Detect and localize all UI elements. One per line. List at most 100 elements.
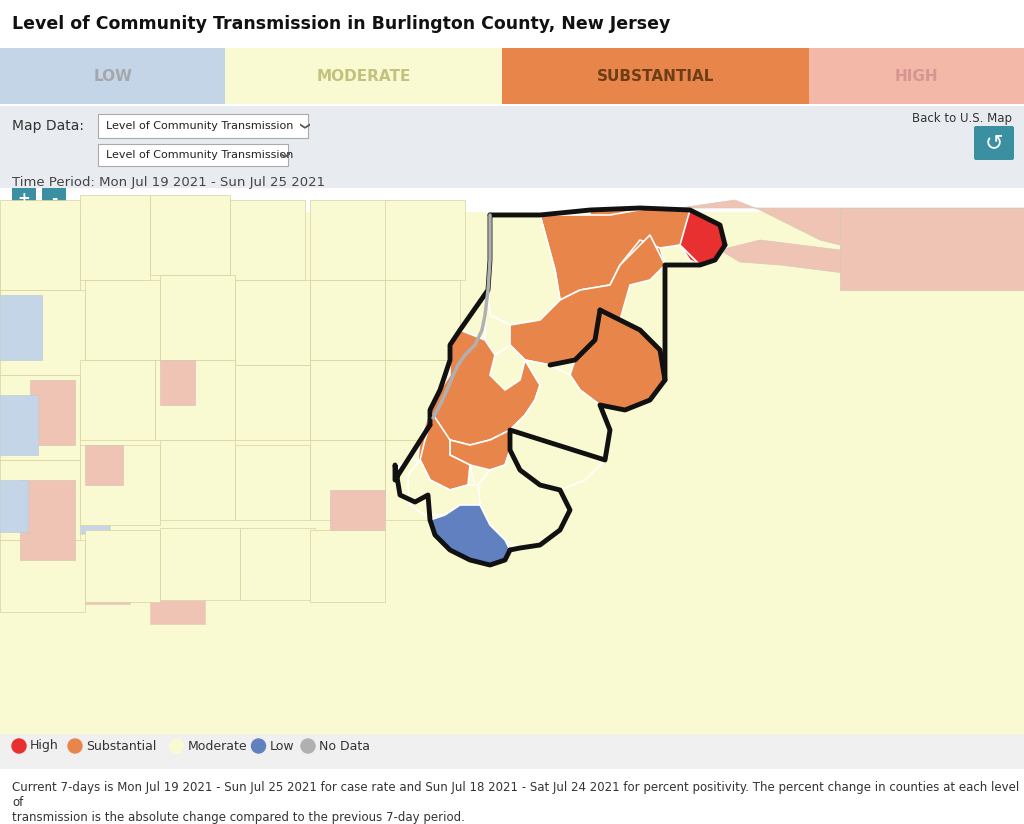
- Polygon shape: [478, 450, 570, 548]
- Bar: [0, 200, 80, 290]
- Bar: [0, 295, 42, 360]
- Bar: [80, 360, 155, 440]
- Polygon shape: [450, 430, 510, 470]
- Text: Low: Low: [269, 739, 294, 752]
- Bar: [20, 480, 75, 560]
- Polygon shape: [450, 430, 510, 470]
- Bar: [85, 445, 123, 485]
- Polygon shape: [680, 215, 725, 265]
- Bar: [234, 445, 310, 520]
- Polygon shape: [430, 505, 510, 565]
- Bar: [0, 212, 1024, 734]
- Bar: [310, 440, 385, 520]
- Bar: [809, 48, 1024, 104]
- Bar: [0, 0, 1024, 48]
- Text: High: High: [30, 739, 58, 752]
- Bar: [0, 540, 85, 612]
- Polygon shape: [485, 290, 510, 355]
- Bar: [150, 195, 230, 275]
- Text: Level of Community Transmission: Level of Community Transmission: [106, 121, 293, 131]
- Bar: [150, 584, 205, 624]
- Bar: [12, 188, 36, 208]
- Circle shape: [301, 739, 315, 753]
- Polygon shape: [450, 290, 495, 385]
- Bar: [270, 454, 315, 504]
- Bar: [385, 360, 460, 440]
- Text: SUBSTANTIAL: SUBSTANTIAL: [597, 68, 714, 83]
- Bar: [160, 440, 234, 520]
- Polygon shape: [680, 210, 725, 265]
- Polygon shape: [510, 290, 600, 365]
- Bar: [310, 280, 385, 360]
- Bar: [160, 275, 234, 360]
- Bar: [290, 534, 335, 584]
- Polygon shape: [475, 340, 525, 395]
- Polygon shape: [490, 208, 725, 300]
- Bar: [234, 365, 310, 440]
- Text: No Data: No Data: [319, 739, 370, 752]
- Bar: [225, 48, 502, 104]
- Polygon shape: [430, 505, 510, 565]
- Bar: [200, 529, 260, 574]
- Text: ↺: ↺: [985, 133, 1004, 153]
- Bar: [310, 530, 385, 602]
- Bar: [80, 195, 150, 280]
- Text: Moderate: Moderate: [187, 739, 247, 752]
- Text: HIGH: HIGH: [895, 68, 938, 83]
- Bar: [0, 0, 1024, 34]
- Polygon shape: [420, 410, 470, 490]
- Bar: [385, 440, 460, 520]
- Text: MODERATE: MODERATE: [316, 68, 411, 83]
- Polygon shape: [570, 310, 665, 410]
- Bar: [160, 360, 195, 405]
- Polygon shape: [430, 330, 540, 445]
- Polygon shape: [418, 410, 470, 490]
- Bar: [85, 530, 160, 602]
- Bar: [385, 200, 465, 280]
- Polygon shape: [485, 290, 510, 355]
- Text: Back to U.S. Map: Back to U.S. Map: [912, 111, 1012, 124]
- Polygon shape: [510, 235, 665, 365]
- Polygon shape: [490, 215, 560, 275]
- Bar: [20, 264, 75, 344]
- Polygon shape: [395, 460, 430, 502]
- Text: Level of Community Transmission: Level of Community Transmission: [106, 150, 293, 160]
- Bar: [98, 114, 308, 138]
- Polygon shape: [680, 200, 1024, 245]
- Bar: [840, 208, 1024, 290]
- Text: LOW: LOW: [93, 68, 132, 83]
- Bar: [160, 528, 240, 600]
- Bar: [0, 375, 80, 460]
- Text: Time Period: Mon Jul 19 2021 - Sun Jul 25 2021: Time Period: Mon Jul 19 2021 - Sun Jul 2…: [12, 176, 326, 189]
- Text: -: -: [51, 190, 57, 205]
- Bar: [0, 395, 38, 455]
- Bar: [0, 212, 1024, 734]
- Bar: [30, 380, 75, 445]
- Text: +: +: [17, 190, 31, 205]
- Polygon shape: [478, 450, 570, 548]
- Polygon shape: [510, 360, 610, 490]
- Bar: [385, 280, 460, 360]
- Polygon shape: [540, 210, 615, 255]
- Polygon shape: [488, 215, 560, 325]
- Bar: [0, 48, 225, 104]
- Circle shape: [12, 739, 26, 753]
- Bar: [330, 490, 385, 530]
- FancyBboxPatch shape: [974, 126, 1014, 160]
- Bar: [234, 280, 310, 365]
- Text: Level of Community Transmission in Burlington County, New Jersey: Level of Community Transmission in Burli…: [12, 15, 671, 33]
- Polygon shape: [408, 460, 480, 515]
- Bar: [240, 528, 315, 600]
- Polygon shape: [615, 235, 665, 285]
- Text: ❯: ❯: [298, 122, 308, 130]
- Text: Current 7-days is Mon Jul 19 2021 - Sun Jul 25 2021 for case rate and Sun Jul 18: Current 7-days is Mon Jul 19 2021 - Sun …: [12, 781, 1019, 824]
- Bar: [0, 480, 28, 532]
- Polygon shape: [395, 460, 430, 502]
- Circle shape: [68, 739, 82, 753]
- Bar: [502, 48, 809, 104]
- Text: Level of Community Transmission in Burlington County, New Jersey: Level of Community Transmission in Burli…: [12, 8, 671, 26]
- Bar: [0, 239, 30, 294]
- Bar: [0, 460, 80, 540]
- Bar: [10, 204, 60, 264]
- Polygon shape: [460, 290, 525, 390]
